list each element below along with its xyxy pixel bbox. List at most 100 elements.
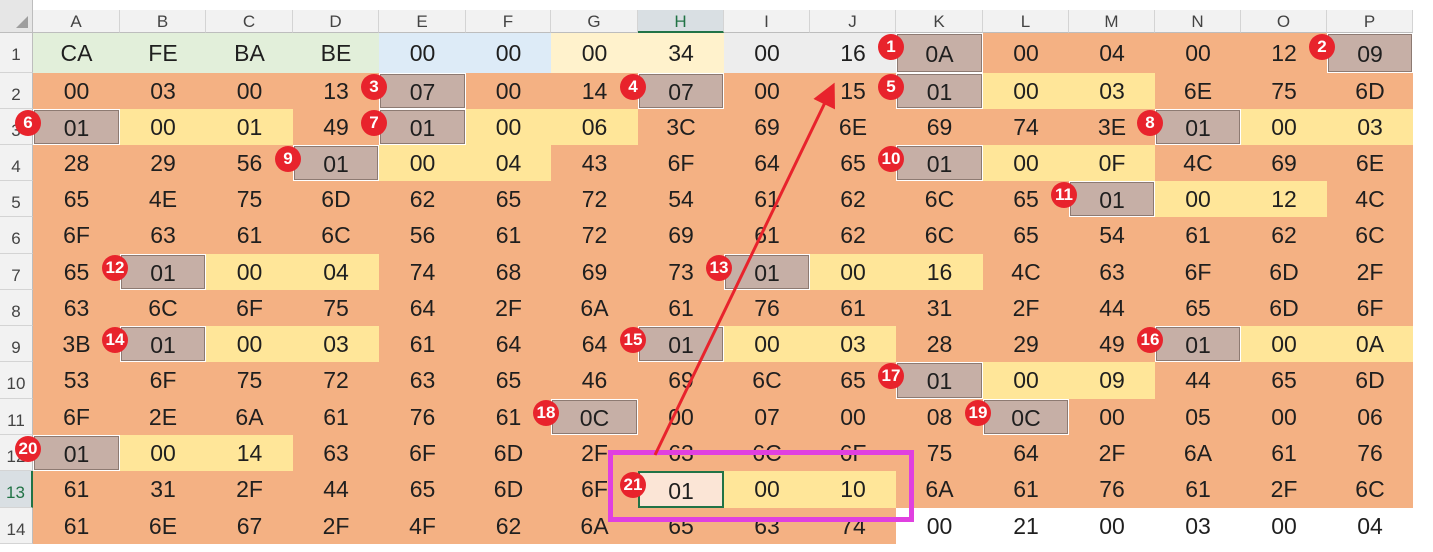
- cell-o6[interactable]: 62: [1241, 217, 1327, 254]
- column-header-h[interactable]: H: [638, 10, 724, 33]
- cell-p4[interactable]: 6E: [1327, 145, 1413, 181]
- cell-b2[interactable]: 03: [120, 73, 206, 109]
- cell-e3[interactable]: 01: [379, 109, 466, 145]
- cell-b3[interactable]: 00: [120, 109, 206, 145]
- cell-k1[interactable]: 0A: [896, 33, 983, 73]
- cell-g7[interactable]: 69: [551, 254, 638, 290]
- cell-f14[interactable]: 62: [466, 508, 551, 544]
- cell-l14[interactable]: 21: [983, 508, 1069, 544]
- cell-f8[interactable]: 2F: [466, 290, 551, 326]
- cell-e12[interactable]: 6F: [379, 435, 466, 471]
- cell-n5[interactable]: 00: [1155, 181, 1241, 217]
- cell-e7[interactable]: 74: [379, 254, 466, 290]
- cell-d11[interactable]: 61: [293, 399, 379, 435]
- cell-i13[interactable]: 00: [724, 471, 810, 508]
- column-header-k[interactable]: K: [896, 10, 983, 33]
- cell-a2[interactable]: 00: [33, 73, 120, 109]
- cell-l3[interactable]: 74: [983, 109, 1069, 145]
- cell-h5[interactable]: 54: [638, 181, 724, 217]
- cell-d9[interactable]: 03: [293, 326, 379, 362]
- cell-f6[interactable]: 61: [466, 217, 551, 254]
- cell-l12[interactable]: 64: [983, 435, 1069, 471]
- cell-f10[interactable]: 65: [466, 362, 551, 399]
- cell-o5[interactable]: 12: [1241, 181, 1327, 217]
- cell-a14[interactable]: 61: [33, 508, 120, 544]
- cell-e11[interactable]: 76: [379, 399, 466, 435]
- column-header-g[interactable]: G: [551, 10, 638, 33]
- cell-e2[interactable]: 07: [379, 73, 466, 109]
- cell-m11[interactable]: 00: [1069, 399, 1155, 435]
- cell-e14[interactable]: 4F: [379, 508, 466, 544]
- cell-o12[interactable]: 61: [1241, 435, 1327, 471]
- row-header-13[interactable]: 13: [0, 471, 33, 508]
- row-header-1[interactable]: 1: [0, 33, 33, 73]
- cell-a8[interactable]: 63: [33, 290, 120, 326]
- cell-l2[interactable]: 00: [983, 73, 1069, 109]
- column-header-p[interactable]: P: [1327, 10, 1413, 33]
- cell-o4[interactable]: 69: [1241, 145, 1327, 181]
- cell-a6[interactable]: 6F: [33, 217, 120, 254]
- cell-i3[interactable]: 69: [724, 109, 810, 145]
- cell-c14[interactable]: 67: [206, 508, 293, 544]
- cell-k5[interactable]: 6C: [896, 181, 983, 217]
- column-header-j[interactable]: J: [810, 10, 896, 33]
- cell-n3[interactable]: 01: [1155, 109, 1241, 145]
- cell-o8[interactable]: 6D: [1241, 290, 1327, 326]
- cell-h8[interactable]: 61: [638, 290, 724, 326]
- cell-b1[interactable]: FE: [120, 33, 206, 73]
- cell-b9[interactable]: 01: [120, 326, 206, 362]
- column-header-o[interactable]: O: [1241, 10, 1327, 33]
- cell-p1[interactable]: 09: [1327, 33, 1413, 73]
- cell-b8[interactable]: 6C: [120, 290, 206, 326]
- cell-i11[interactable]: 07: [724, 399, 810, 435]
- cell-f2[interactable]: 00: [466, 73, 551, 109]
- cell-k8[interactable]: 31: [896, 290, 983, 326]
- cell-n4[interactable]: 4C: [1155, 145, 1241, 181]
- cell-p3[interactable]: 03: [1327, 109, 1413, 145]
- cell-l11[interactable]: 0C: [983, 399, 1069, 435]
- cell-a3[interactable]: 01: [33, 109, 120, 145]
- cell-o11[interactable]: 00: [1241, 399, 1327, 435]
- cell-n7[interactable]: 6F: [1155, 254, 1241, 290]
- cell-g6[interactable]: 72: [551, 217, 638, 254]
- cell-m10[interactable]: 09: [1069, 362, 1155, 399]
- cell-k6[interactable]: 6C: [896, 217, 983, 254]
- cell-d12[interactable]: 63: [293, 435, 379, 471]
- cell-h9[interactable]: 01: [638, 326, 724, 362]
- cell-h6[interactable]: 69: [638, 217, 724, 254]
- cell-g10[interactable]: 46: [551, 362, 638, 399]
- cell-c7[interactable]: 00: [206, 254, 293, 290]
- cell-n1[interactable]: 00: [1155, 33, 1241, 73]
- cell-c10[interactable]: 75: [206, 362, 293, 399]
- cell-c9[interactable]: 00: [206, 326, 293, 362]
- cell-h10[interactable]: 69: [638, 362, 724, 399]
- cell-m4[interactable]: 0F: [1069, 145, 1155, 181]
- cell-g4[interactable]: 43: [551, 145, 638, 181]
- cell-a10[interactable]: 53: [33, 362, 120, 399]
- cell-l8[interactable]: 2F: [983, 290, 1069, 326]
- cell-n14[interactable]: 03: [1155, 508, 1241, 544]
- cell-j3[interactable]: 6E: [810, 109, 896, 145]
- cell-d10[interactable]: 72: [293, 362, 379, 399]
- cell-b5[interactable]: 4E: [120, 181, 206, 217]
- cell-h3[interactable]: 3C: [638, 109, 724, 145]
- cell-k9[interactable]: 28: [896, 326, 983, 362]
- cell-d4[interactable]: 01: [293, 145, 379, 181]
- cell-b7[interactable]: 01: [120, 254, 206, 290]
- row-header-8[interactable]: 8: [0, 290, 33, 326]
- cell-n12[interactable]: 6A: [1155, 435, 1241, 471]
- cell-g8[interactable]: 6A: [551, 290, 638, 326]
- cell-p12[interactable]: 76: [1327, 435, 1413, 471]
- cell-h13[interactable]: 01: [638, 471, 724, 508]
- cell-f5[interactable]: 65: [466, 181, 551, 217]
- cell-i10[interactable]: 6C: [724, 362, 810, 399]
- cell-c12[interactable]: 14: [206, 435, 293, 471]
- cell-j8[interactable]: 61: [810, 290, 896, 326]
- cell-j9[interactable]: 03: [810, 326, 896, 362]
- cell-l13[interactable]: 61: [983, 471, 1069, 508]
- cell-a11[interactable]: 6F: [33, 399, 120, 435]
- cell-p11[interactable]: 06: [1327, 399, 1413, 435]
- row-header-14[interactable]: 14: [0, 508, 33, 544]
- column-header-f[interactable]: F: [466, 10, 551, 33]
- cell-m1[interactable]: 04: [1069, 33, 1155, 73]
